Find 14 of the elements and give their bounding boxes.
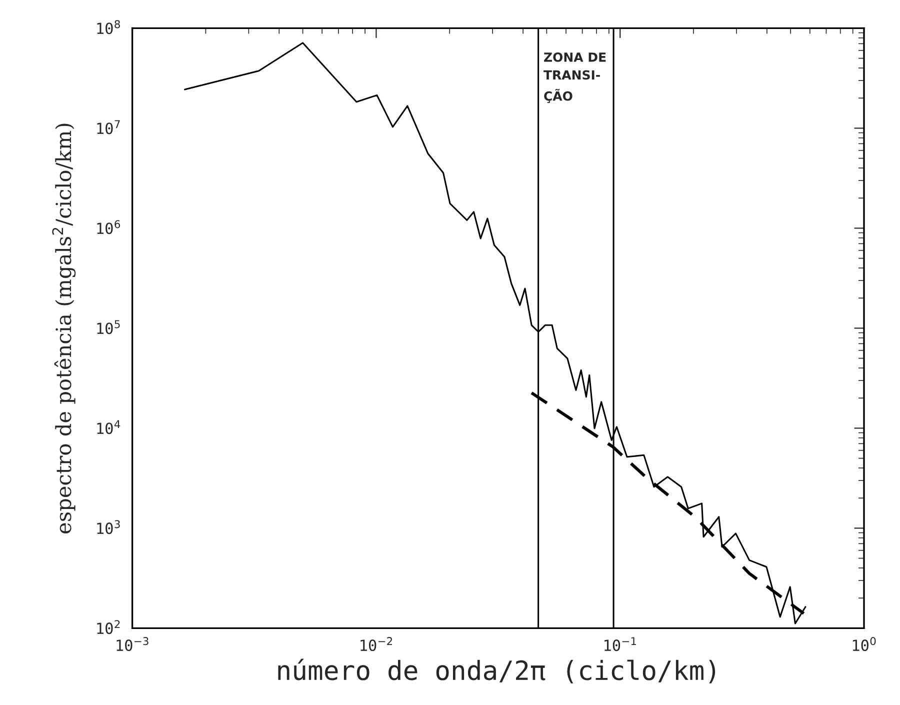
y-tick-label: 10$^{2}$: [97, 620, 120, 634]
y-tick-label: 10$^{3}$: [97, 520, 120, 534]
x-tick-label: 10$^{−1}$: [604, 637, 636, 652]
y-tick-label: 10$^{6}$: [97, 220, 120, 234]
x-tick-label: 10$^{−2}$: [360, 637, 392, 652]
x-tick-label: 10$^{0}$: [852, 637, 876, 652]
y-tick-label: 10$^{5}$: [97, 320, 120, 334]
y-tick-label: 10$^{8}$: [97, 20, 120, 34]
annotation: ZONA DE TRANSI- ÇÃO: [544, 52, 606, 104]
y-tick-label: 10$^{4}$: [97, 420, 120, 434]
y-tick-label: 10$^{7}$: [97, 120, 120, 134]
y-axis-title: espectro de potência (mgals$^{2}$/ciclo/km): [52, 124, 76, 534]
x-tick-label: 10$^{−3}$: [116, 637, 148, 652]
x-axis-title: número de onda/2π (ciclo/km): [278, 658, 716, 684]
